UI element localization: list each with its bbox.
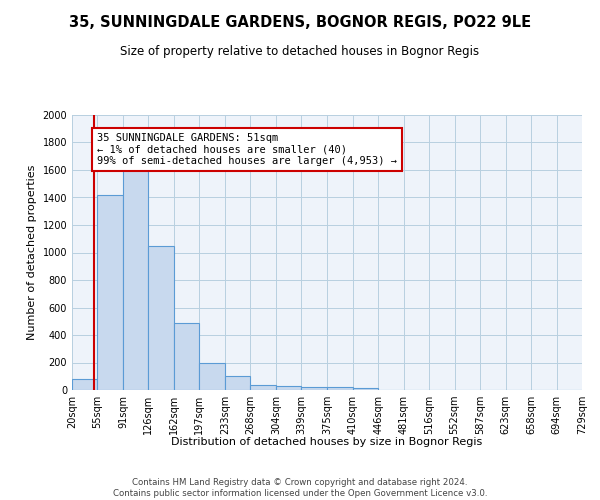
Bar bbox=[353, 388, 379, 390]
Bar bbox=[123, 170, 148, 390]
Bar bbox=[72, 379, 97, 390]
Y-axis label: Number of detached properties: Number of detached properties bbox=[27, 165, 37, 340]
Bar bbox=[328, 387, 353, 390]
Bar bbox=[225, 376, 250, 390]
Text: 35, SUNNINGDALE GARDENS, BOGNOR REGIS, PO22 9LE: 35, SUNNINGDALE GARDENS, BOGNOR REGIS, P… bbox=[69, 15, 531, 30]
Bar bbox=[174, 322, 199, 390]
X-axis label: Distribution of detached houses by size in Bognor Regis: Distribution of detached houses by size … bbox=[172, 437, 482, 447]
Text: 35 SUNNINGDALE GARDENS: 51sqm
← 1% of detached houses are smaller (40)
99% of se: 35 SUNNINGDALE GARDENS: 51sqm ← 1% of de… bbox=[97, 133, 397, 166]
Bar bbox=[276, 386, 301, 390]
Text: Size of property relative to detached houses in Bognor Regis: Size of property relative to detached ho… bbox=[121, 45, 479, 58]
Bar bbox=[301, 386, 328, 390]
Bar bbox=[97, 194, 123, 390]
Bar bbox=[199, 362, 225, 390]
Bar bbox=[148, 246, 174, 390]
Bar bbox=[250, 384, 276, 390]
Text: Contains HM Land Registry data © Crown copyright and database right 2024.
Contai: Contains HM Land Registry data © Crown c… bbox=[113, 478, 487, 498]
